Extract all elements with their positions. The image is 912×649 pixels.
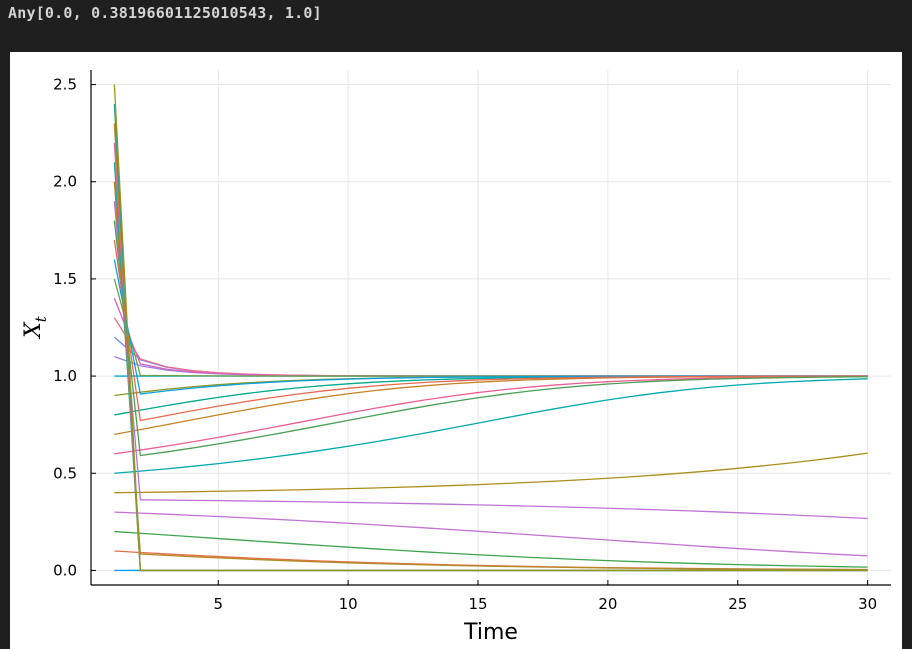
series-line xyxy=(113,239,868,422)
y-tick-label: 2.0 xyxy=(53,173,77,191)
series-line xyxy=(114,511,868,557)
series-line xyxy=(113,317,868,377)
series-line xyxy=(113,201,868,520)
series-line xyxy=(113,278,868,377)
series-line xyxy=(113,123,868,572)
series-line xyxy=(113,336,868,377)
cell-output-text: Any[0.0, 0.38196601125010543, 1.0] xyxy=(8,4,322,22)
series-line xyxy=(113,84,868,572)
series-line xyxy=(113,220,868,457)
y-tick-label: 2.5 xyxy=(53,76,77,94)
x-tick-label: 30 xyxy=(858,595,877,613)
y-tick-label: 0.5 xyxy=(53,464,77,482)
axes xyxy=(90,70,891,586)
series-line xyxy=(114,530,868,568)
y-axis-label-main: X xyxy=(21,321,46,340)
series-line xyxy=(114,452,868,494)
grid-lines xyxy=(91,70,891,585)
y-axis-label-subscript: t xyxy=(32,315,50,322)
y-tick-label: 1.0 xyxy=(53,367,77,385)
y-tick-label: 0.0 xyxy=(53,561,77,579)
x-tick-label: 10 xyxy=(339,595,358,613)
x-tick-label: 5 xyxy=(213,595,223,613)
series-line xyxy=(114,375,868,455)
x-tick-label: 20 xyxy=(598,595,617,613)
x-tick-label: 25 xyxy=(728,595,747,613)
x-axis-label: Time xyxy=(463,620,518,645)
x-tick-label: 15 xyxy=(468,595,487,613)
line-chart: 5 10 15 20 25 30 0.0 0.5 1.0 1.5 2.0 2.5 Time Xt xyxy=(21,70,891,645)
series-lines xyxy=(113,84,868,572)
y-axis-label: Xt xyxy=(21,315,50,340)
plot-panel: 5 10 15 20 25 30 0.0 0.5 1.0 1.5 2.0 2.5 Time Xt xyxy=(10,52,902,649)
y-tick-label: 1.5 xyxy=(53,270,77,288)
series-line xyxy=(114,378,868,474)
series-line xyxy=(113,162,868,572)
series-line xyxy=(113,181,868,571)
series-line xyxy=(113,142,868,572)
tick-labels: 5 10 15 20 25 30 0.0 0.5 1.0 1.5 2.0 2.5 xyxy=(53,76,877,613)
series-line xyxy=(113,298,868,377)
